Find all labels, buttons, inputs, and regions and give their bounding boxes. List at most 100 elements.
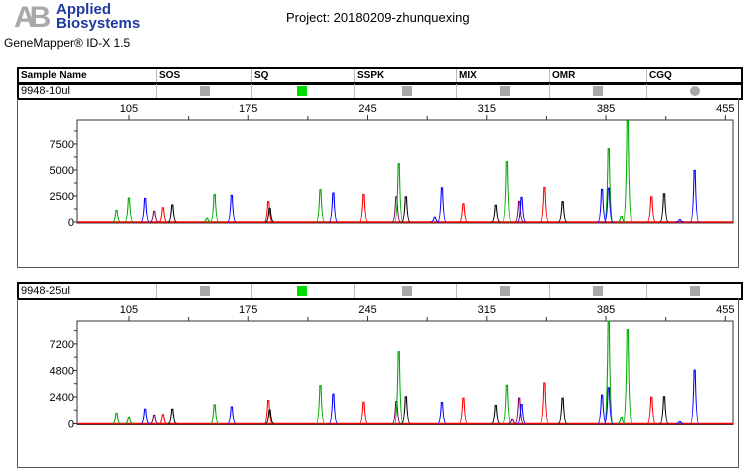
peak-blue bbox=[140, 197, 150, 223]
peak-green bbox=[623, 120, 633, 223]
project-title: Project: 20180209-zhunquexing bbox=[286, 10, 470, 25]
plot-frame bbox=[76, 119, 734, 224]
cell-mix bbox=[457, 84, 550, 98]
applied-biosystems-logo: AB Applied Biosystems bbox=[14, 1, 154, 35]
peak-blue bbox=[597, 394, 607, 425]
x-tick-label: 385 bbox=[597, 103, 615, 115]
peak-black bbox=[265, 207, 274, 223]
cell-sos bbox=[157, 84, 252, 98]
peak-black bbox=[401, 196, 411, 223]
circle-gray-status-icon[interactable] bbox=[690, 86, 700, 96]
electropherogram-panel bbox=[17, 298, 739, 468]
cell-sq bbox=[252, 84, 355, 98]
logo-line-1: Applied bbox=[56, 1, 111, 18]
square-gray-status-icon[interactable] bbox=[200, 86, 210, 96]
y-tick-label: 7200 bbox=[50, 339, 74, 351]
peak-green bbox=[112, 209, 121, 223]
cell-mix bbox=[457, 284, 550, 298]
peak-red bbox=[539, 186, 550, 223]
peak-blue bbox=[430, 216, 440, 223]
y-tick-label: 0 bbox=[68, 217, 74, 229]
peak-blue bbox=[597, 188, 607, 223]
peak-blue bbox=[517, 404, 526, 425]
peak-green bbox=[210, 404, 220, 425]
x-tick-label: 245 bbox=[358, 103, 376, 115]
y-tick-label: 5000 bbox=[50, 165, 74, 177]
peak-purple bbox=[149, 414, 159, 425]
cell-sspk bbox=[355, 284, 457, 298]
sample-row[interactable]: 9948-25ul bbox=[17, 282, 743, 300]
x-tick-label: 245 bbox=[358, 304, 376, 316]
peak-green bbox=[124, 197, 134, 223]
peak-purple bbox=[507, 418, 517, 425]
y-tick-label: 4800 bbox=[50, 365, 74, 377]
peak-green bbox=[604, 320, 614, 425]
peak-black bbox=[265, 409, 274, 425]
peak-black bbox=[167, 204, 177, 223]
square-gray-status-icon[interactable] bbox=[402, 286, 412, 296]
peak-purple bbox=[391, 401, 401, 425]
square-gray-status-icon[interactable] bbox=[500, 286, 510, 296]
peak-red bbox=[359, 401, 368, 425]
peak-black bbox=[659, 396, 669, 425]
peak-green bbox=[617, 215, 626, 223]
col-sos: SOS bbox=[157, 69, 252, 83]
x-tick-label: 105 bbox=[120, 103, 138, 115]
cell-omr bbox=[550, 84, 647, 98]
square-gray-status-icon[interactable] bbox=[402, 86, 412, 96]
sample-name: 9948-10ul bbox=[19, 84, 157, 98]
col-sample-name: Sample Name bbox=[19, 69, 157, 83]
peak-blue bbox=[140, 408, 150, 425]
sample-row[interactable]: 9948-10ul bbox=[17, 82, 743, 100]
peak-green bbox=[124, 416, 134, 425]
square-gray-status-icon[interactable] bbox=[200, 286, 210, 296]
peak-purple bbox=[514, 200, 524, 223]
logo-line-2: Biosystems bbox=[56, 15, 141, 32]
peak-green bbox=[623, 329, 633, 425]
x-tick-label: 315 bbox=[478, 103, 496, 115]
peak-blue bbox=[328, 192, 338, 223]
electropherogram-plot: 105 175 245 315 385 455 0 2500 5000 7500 bbox=[50, 103, 735, 229]
y-tick-label: 2500 bbox=[50, 191, 74, 203]
peak-purple bbox=[514, 397, 524, 425]
x-tick-label: 385 bbox=[597, 304, 615, 316]
peak-green bbox=[502, 161, 512, 223]
cell-cgq bbox=[647, 284, 741, 298]
square-gray-status-icon[interactable] bbox=[690, 286, 700, 296]
peak-green bbox=[202, 217, 212, 223]
square-gray-status-icon[interactable] bbox=[593, 286, 603, 296]
x-tick-label: 455 bbox=[716, 103, 734, 115]
peak-green bbox=[393, 351, 404, 425]
x-tick-label: 175 bbox=[239, 103, 257, 115]
product-name: GeneMapper® ID-X 1.5 bbox=[4, 36, 131, 50]
peak-red bbox=[646, 196, 656, 223]
peak-red bbox=[459, 203, 468, 223]
peak-green bbox=[502, 384, 512, 425]
peak-red bbox=[458, 397, 468, 425]
peak-green bbox=[617, 416, 626, 425]
ab-logo-mark: AB bbox=[14, 1, 51, 34]
peak-black bbox=[167, 408, 177, 425]
square-gray-status-icon[interactable] bbox=[593, 86, 603, 96]
peak-blue bbox=[604, 387, 614, 425]
cell-omr bbox=[550, 284, 647, 298]
peak-red bbox=[358, 193, 368, 223]
cell-sspk bbox=[355, 84, 457, 98]
square-gray-status-icon[interactable] bbox=[500, 86, 510, 96]
electropherogram-plot: 105 175 245 315 385 455 0 2400 4800 7200 bbox=[50, 304, 735, 431]
x-tick-label: 455 bbox=[716, 304, 734, 316]
table-header: Sample Name SOS SQ SSPK MIX OMR CGQ bbox=[17, 67, 743, 85]
square-green-status-icon[interactable] bbox=[297, 86, 307, 96]
col-mix: MIX bbox=[457, 69, 550, 83]
col-omr: OMR bbox=[550, 69, 647, 83]
cell-sos bbox=[157, 284, 252, 298]
peak-black bbox=[558, 397, 568, 425]
peak-blue bbox=[689, 369, 700, 425]
y-tick-label: 2400 bbox=[50, 392, 74, 404]
square-green-status-icon[interactable] bbox=[297, 286, 307, 296]
cell-cgq bbox=[647, 84, 741, 98]
peak-red bbox=[263, 400, 273, 425]
x-tick-label: 105 bbox=[120, 304, 138, 316]
cell-sq bbox=[252, 284, 355, 298]
peak-green bbox=[210, 193, 220, 223]
